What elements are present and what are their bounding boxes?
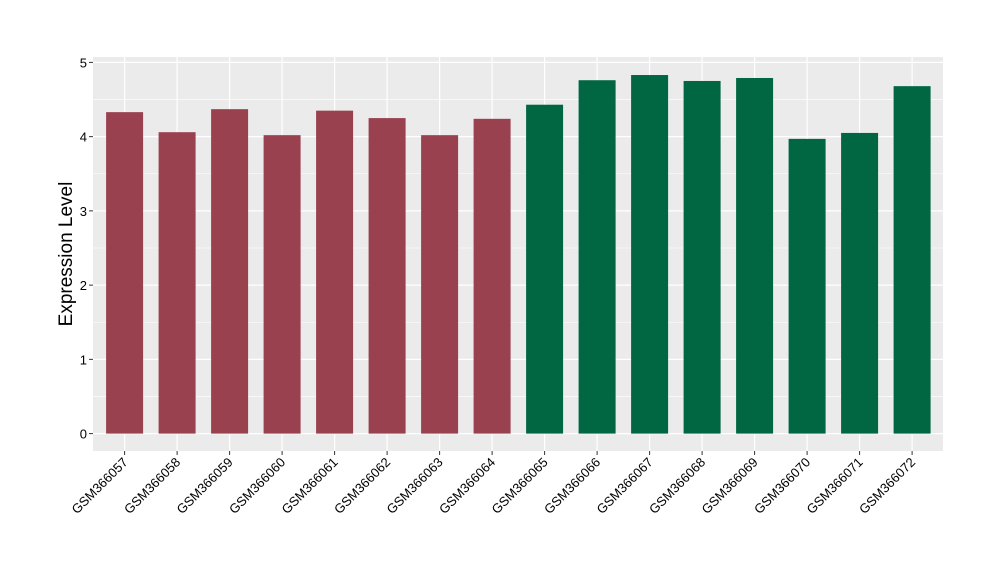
- y-tick-label: 0: [80, 427, 87, 442]
- bar-GSM366071: [841, 132, 879, 434]
- x-tick-label: GSM366072: [856, 455, 918, 517]
- bar-GSM366067: [631, 75, 669, 434]
- y-tick-label: 2: [80, 278, 87, 293]
- y-tick-label: 5: [80, 55, 87, 70]
- bar-GSM366061: [316, 110, 354, 434]
- bars: [106, 75, 931, 434]
- bar-GSM366072: [893, 86, 931, 434]
- y-axis-label: Expression Level: [56, 182, 77, 327]
- y-tick-label: 3: [80, 204, 87, 219]
- bar-GSM366063: [421, 135, 459, 434]
- bar-GSM366065: [526, 104, 564, 434]
- bar-GSM366068: [683, 80, 721, 434]
- y-tick-label: 1: [80, 352, 87, 367]
- bar-GSM366062: [368, 118, 406, 434]
- x-axis: GSM366057GSM366058GSM366059GSM366060GSM3…: [68, 451, 918, 517]
- bar-GSM366057: [106, 112, 144, 434]
- bar-GSM366070: [788, 138, 826, 434]
- bar-GSM366069: [736, 77, 774, 434]
- bar-GSM366059: [211, 109, 249, 434]
- bar-GSM366060: [263, 135, 301, 434]
- y-tick-label: 4: [80, 130, 87, 145]
- bar-GSM366064: [473, 118, 511, 434]
- bar-GSM366066: [578, 80, 616, 434]
- bar-GSM366058: [158, 132, 196, 434]
- y-axis: 0 1 2 3 4 5: [80, 55, 93, 442]
